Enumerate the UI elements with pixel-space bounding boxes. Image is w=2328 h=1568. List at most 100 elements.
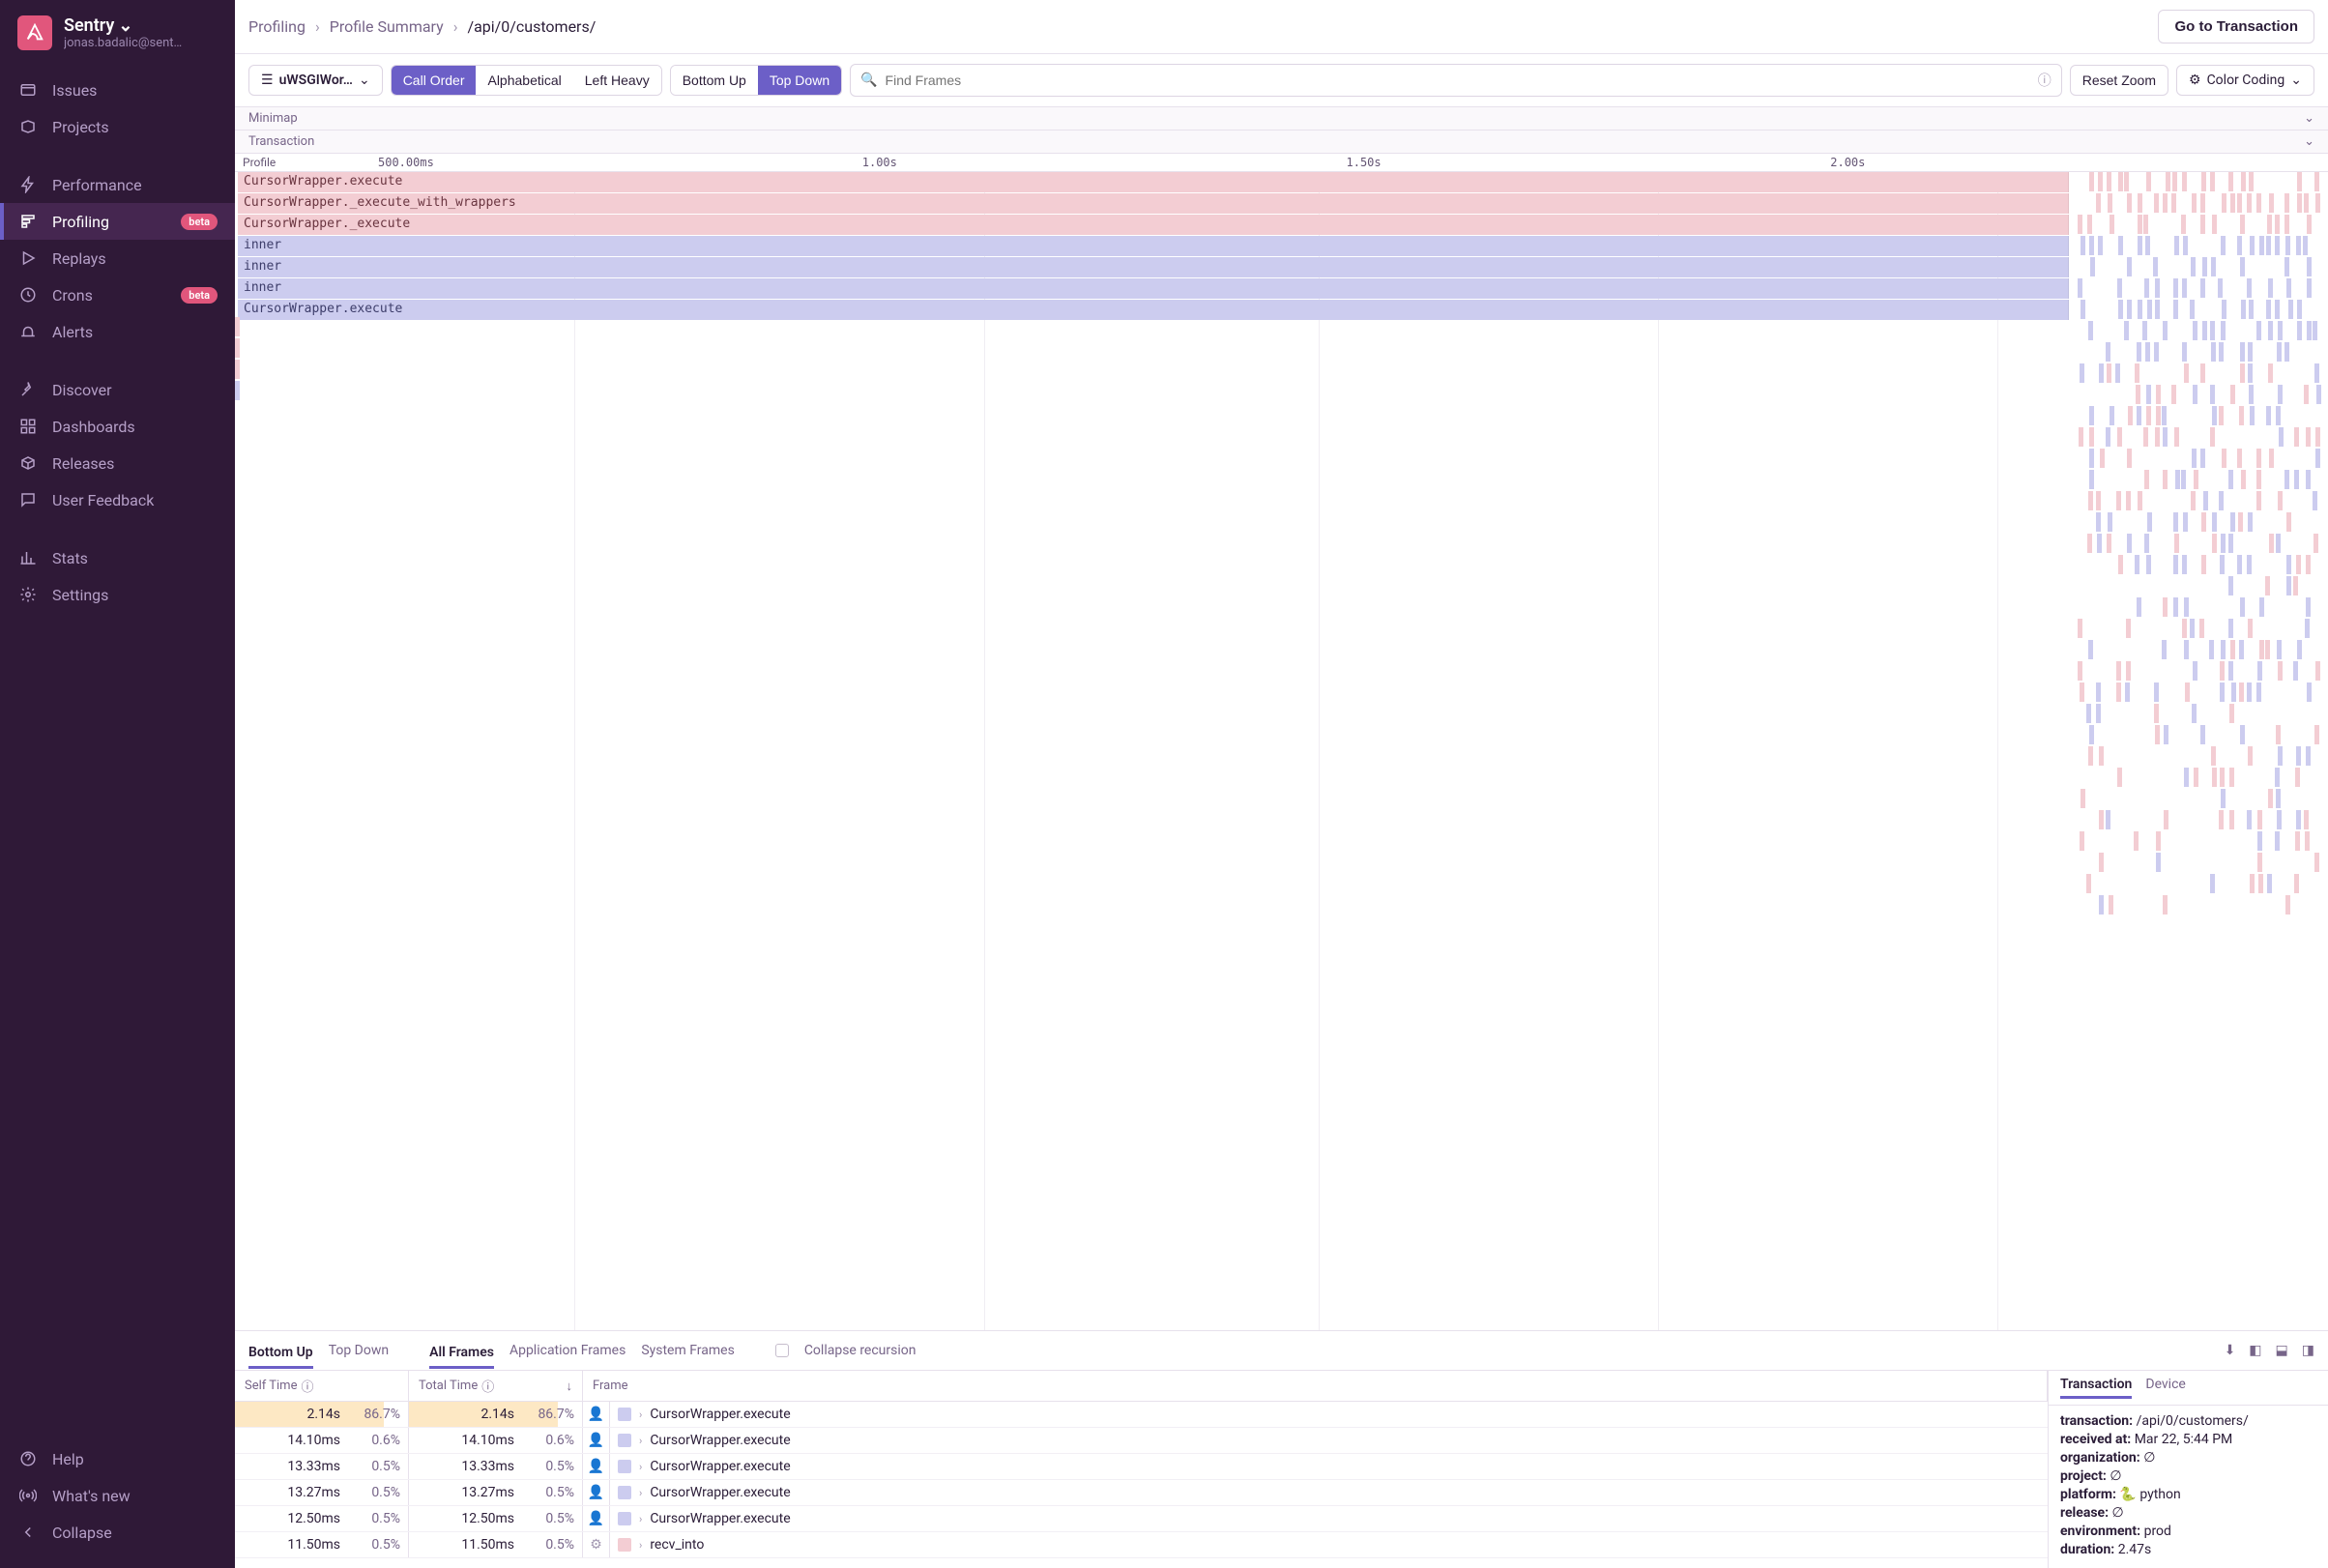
expand-icon[interactable]: › [639, 1539, 642, 1552]
tab-all-frames[interactable]: All Frames [429, 1339, 494, 1369]
sidebar-item-projects[interactable]: Projects [0, 108, 235, 145]
flame-frame[interactable]: CursorWrapper.execute [238, 300, 2069, 320]
tab-bottom-up[interactable]: Bottom Up [248, 1339, 313, 1369]
sidebar-item-profiling[interactable]: Profilingbeta [0, 203, 235, 240]
expand-icon[interactable]: › [639, 1408, 642, 1421]
sort-left-heavy[interactable]: Left Heavy [573, 66, 661, 95]
flame-sliver [2199, 619, 2204, 638]
nav-label: Dashboards [52, 418, 218, 436]
collapse-recursion-checkbox[interactable] [775, 1344, 789, 1357]
breadcrumb-profiling[interactable]: Profiling [248, 17, 306, 36]
flame-frame[interactable]: CursorWrapper.execute [238, 172, 2069, 192]
breadcrumb-summary[interactable]: Profile Summary [330, 17, 444, 36]
color-coding-label: Color Coding [2207, 73, 2285, 88]
col-self-time[interactable]: Self Time [245, 1379, 297, 1393]
sidebar-item-issues[interactable]: Issues [0, 72, 235, 108]
info-icon: ⓘ [301, 1377, 313, 1395]
total-time: 13.27ms [409, 1480, 522, 1505]
flame-sliver [2265, 576, 2270, 595]
flame-sliver [2305, 831, 2310, 851]
sidebar-item-stats[interactable]: Stats [0, 539, 235, 576]
meta-v: /api/0/customers/ [2137, 1413, 2249, 1429]
sidebar-item-releases[interactable]: Releases [0, 445, 235, 481]
chevron-down-icon: ⌄ [118, 15, 132, 36]
side-tab-transaction[interactable]: Transaction [2060, 1377, 2132, 1399]
sidebar-item-replays[interactable]: Replays [0, 240, 235, 276]
sidebar-item-alerts[interactable]: Alerts [0, 313, 235, 350]
sidebar-item-discover[interactable]: Discover [0, 371, 235, 408]
flame-sliver [2210, 385, 2215, 404]
frame-row[interactable]: 13.33ms0.5%13.33ms0.5%👤›CursorWrapper.ex… [235, 1454, 2048, 1480]
sidebar-item-collapse[interactable]: Collapse [0, 1514, 235, 1551]
frame-row[interactable]: 11.50ms0.5%11.50ms0.5%⚙›recv_into [235, 1532, 2048, 1558]
dir-top-down[interactable]: Top Down [758, 66, 841, 95]
expand-icon[interactable]: › [639, 1487, 642, 1499]
flame-sliver [2126, 491, 2131, 510]
frame-row[interactable]: 13.27ms0.5%13.27ms0.5%👤›CursorWrapper.ex… [235, 1480, 2048, 1506]
flame-frame[interactable]: inner [238, 236, 2069, 256]
flame-frame[interactable]: inner [238, 257, 2069, 277]
flame-frame[interactable]: CursorWrapper._execute_with_wrappers [238, 193, 2069, 214]
sidebar-item-help[interactable]: Help [0, 1440, 235, 1477]
frame-name: recv_into [650, 1537, 704, 1553]
flame-sliver [2307, 215, 2312, 234]
tab-top-down[interactable]: Top Down [329, 1337, 389, 1364]
transaction-header[interactable]: Transaction ⌄ [235, 131, 2328, 154]
org-switcher[interactable]: Sentry ⌄ jonas.badalic@sent… [0, 0, 235, 66]
flame-sliver [2117, 768, 2122, 787]
flame-sliver [2086, 704, 2091, 723]
sort-alphabetical[interactable]: Alphabetical [476, 66, 572, 95]
flame-sliver [2256, 491, 2261, 510]
sort-desc-icon[interactable]: ↓ [567, 1379, 573, 1394]
col-frame[interactable]: Frame [583, 1371, 2048, 1401]
color-coding-dropdown[interactable]: ⚙ Color Coding ⌄ [2176, 65, 2314, 96]
flame-frame[interactable]: inner [238, 278, 2069, 299]
flame-sliver [2210, 874, 2215, 893]
flame-sliver [2137, 597, 2141, 617]
frame-row[interactable]: 2.14s86.7%2.14s86.7%👤›CursorWrapper.exec… [235, 1402, 2048, 1428]
col-total-time[interactable]: Total Time [419, 1379, 478, 1393]
search-frames[interactable]: 🔍 ⓘ [850, 64, 2062, 97]
flame-sliver [2107, 363, 2111, 383]
sidebar-item-crons[interactable]: Cronsbeta [0, 276, 235, 313]
chevron-down-icon: ⌄ [2290, 73, 2302, 88]
expand-icon[interactable]: › [639, 1435, 642, 1447]
layout-bottom-icon[interactable]: ⬓ [2276, 1343, 2288, 1358]
flame-sliver [2276, 789, 2281, 808]
color-swatch [618, 1512, 631, 1525]
flame-sliver [2286, 555, 2291, 574]
feedback-icon [17, 489, 39, 510]
dir-bottom-up[interactable]: Bottom Up [671, 66, 758, 95]
flame-sliver [2096, 193, 2101, 213]
sort-call-order[interactable]: Call Order [392, 66, 477, 95]
flame-sliver [2212, 534, 2217, 553]
tab-system-frames[interactable]: System Frames [641, 1337, 735, 1364]
frame-row[interactable]: 12.50ms0.5%12.50ms0.5%👤›CursorWrapper.ex… [235, 1506, 2048, 1532]
flame-frame[interactable]: CursorWrapper._execute [238, 215, 2069, 235]
flame-sliver [2266, 300, 2271, 319]
minimap-header[interactable]: Minimap ⌄ [235, 107, 2328, 131]
flame-sliver [2173, 512, 2178, 532]
expand-icon[interactable]: › [639, 1461, 642, 1473]
tab-app-frames[interactable]: Application Frames [509, 1337, 626, 1364]
frame-row[interactable]: 14.10ms0.6%14.10ms0.6%👤›CursorWrapper.ex… [235, 1428, 2048, 1454]
thread-dropdown[interactable]: ☰ uWSGIWor… ⌄ [248, 65, 383, 96]
sidebar-item-what-s-new[interactable]: What's new [0, 1477, 235, 1514]
frame-name: CursorWrapper.execute [650, 1511, 790, 1526]
go-to-transaction-button[interactable]: Go to Transaction [2158, 10, 2314, 44]
download-icon[interactable]: ⬇ [2225, 1343, 2236, 1358]
sidebar-item-user-feedback[interactable]: User Feedback [0, 481, 235, 518]
sidebar-item-performance[interactable]: Performance [0, 166, 235, 203]
layout-left-icon[interactable]: ◧ [2249, 1343, 2261, 1358]
flame-sliver [2221, 789, 2226, 808]
flame-sliver [2173, 555, 2178, 574]
sidebar-item-settings[interactable]: Settings [0, 576, 235, 613]
layout-right-icon[interactable]: ◨ [2302, 1343, 2314, 1358]
reset-zoom-button[interactable]: Reset Zoom [2070, 65, 2168, 96]
side-tab-device[interactable]: Device [2145, 1377, 2185, 1399]
search-input[interactable] [886, 73, 2030, 88]
sidebar-item-dashboards[interactable]: Dashboards [0, 408, 235, 445]
expand-icon[interactable]: › [639, 1513, 642, 1525]
user-icon: 👤 [583, 1454, 610, 1479]
flamegraph[interactable]: CursorWrapper.executeCursorWrapper._exec… [235, 172, 2328, 1330]
